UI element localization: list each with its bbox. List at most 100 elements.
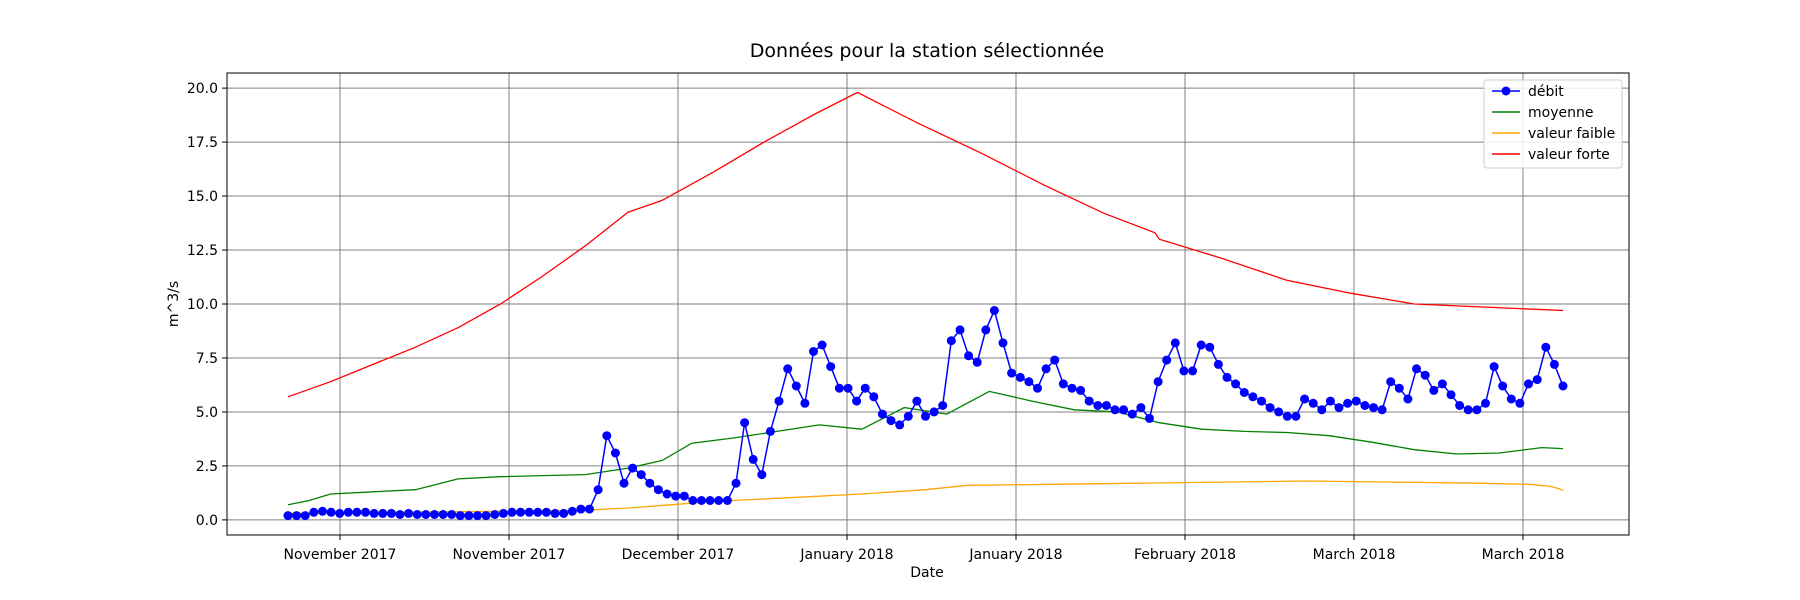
debit-point [912, 396, 922, 406]
debit-point [860, 383, 870, 393]
debit-point [421, 510, 431, 519]
series-valeur-faible-line [287, 480, 1564, 515]
debit-point [1403, 394, 1413, 404]
debit-point [731, 478, 741, 488]
y-tick-label: 0.0 [196, 513, 218, 529]
debit-point [1325, 396, 1335, 406]
debit-point [1145, 413, 1154, 423]
debit-point [662, 489, 672, 499]
debit-point [1558, 381, 1568, 391]
legend-label-valeur-faible: valeur faible [1528, 126, 1615, 142]
x-tick-label: March 2018 [1313, 547, 1396, 563]
debit-point [1041, 364, 1051, 374]
debit-point [1162, 355, 1172, 365]
debit-point [498, 508, 508, 518]
debit-point [921, 411, 930, 421]
debit-point [1170, 338, 1180, 348]
series-valeur-faible [287, 480, 1564, 515]
debit-point [1524, 379, 1533, 389]
debit-point [817, 340, 827, 350]
debit-point [533, 507, 543, 517]
debit-point [541, 507, 551, 517]
debit-point [636, 470, 646, 480]
debit-point [1050, 355, 1060, 365]
debit-point [326, 507, 336, 517]
y-tick-label: 15.0 [187, 189, 218, 205]
y-tick-label: 7.5 [196, 351, 218, 367]
debit-point [895, 420, 905, 430]
debit-point [1498, 381, 1508, 391]
debit-point [559, 508, 569, 518]
debit-point [1119, 405, 1129, 415]
debit-point [972, 357, 982, 367]
debit-point [619, 478, 629, 488]
debit-point [645, 478, 655, 488]
x-tick-label: December 2017 [622, 547, 735, 563]
debit-point [1015, 372, 1025, 382]
debit-point [1386, 377, 1396, 387]
debit-point [516, 507, 526, 517]
debit-point [774, 396, 784, 406]
debit-point [869, 392, 879, 402]
debit-point [473, 511, 482, 521]
x-tick-label: November 2017 [284, 547, 397, 563]
debit-point [1127, 409, 1137, 419]
debit-point [404, 508, 414, 518]
debit-point [455, 511, 465, 521]
series-valeur-forte-line [287, 91, 1564, 398]
y-axis-label: m^3/s [166, 281, 182, 327]
x-tick-label: January 2018 [799, 547, 893, 563]
debit-point [989, 306, 999, 315]
debit-point [757, 470, 767, 480]
debit-point [929, 407, 939, 417]
debit-point [1429, 385, 1439, 395]
debit-point [1481, 398, 1490, 408]
debit-point [671, 491, 681, 501]
debit-point [1446, 390, 1456, 400]
debit-point [438, 510, 448, 519]
debit-point [1394, 383, 1404, 393]
debit-point [1515, 398, 1525, 408]
debit-point [1412, 364, 1421, 374]
debit-point [1532, 375, 1542, 385]
y-tick-label: 5.0 [196, 405, 218, 421]
y-tick-label: 20.0 [187, 81, 218, 97]
debit-point [352, 507, 362, 517]
debit-point [1351, 396, 1361, 406]
debit-point [886, 416, 896, 426]
debit-point [877, 409, 887, 419]
series-moyenne [287, 390, 1564, 506]
debit-point [283, 511, 293, 521]
x-tick-label: November 2017 [453, 547, 566, 563]
debit-point [714, 496, 724, 505]
debit-point [1420, 370, 1430, 380]
debit-point [1274, 407, 1284, 417]
debit-point [903, 411, 913, 421]
debit-point [843, 383, 853, 393]
debit-point [585, 504, 594, 514]
debit-point [946, 336, 956, 346]
legend: débit moyenne valeur faible valeur forte [1483, 79, 1623, 169]
debit-point [653, 485, 663, 495]
debit-point [1549, 359, 1559, 369]
debit-point [300, 511, 310, 521]
debit-point [955, 325, 965, 335]
debit-point [998, 338, 1008, 348]
legend-label-valeur-forte: valeur forte [1528, 147, 1610, 163]
debit-point [395, 510, 405, 519]
debit-point [610, 448, 620, 458]
debit-point [567, 506, 577, 516]
debit-point [292, 511, 302, 521]
series-group [283, 91, 1568, 521]
debit-point [386, 508, 396, 518]
x-tick-label: January 2018 [968, 547, 1062, 563]
debit-point [507, 507, 517, 517]
x-tick-label: March 2018 [1482, 547, 1565, 563]
debit-point [1541, 342, 1551, 352]
debit-point [1110, 405, 1120, 415]
grid [227, 73, 1629, 535]
y-tick-label: 12.5 [187, 243, 218, 259]
debit-point [1472, 405, 1482, 415]
debit-point [783, 364, 793, 374]
